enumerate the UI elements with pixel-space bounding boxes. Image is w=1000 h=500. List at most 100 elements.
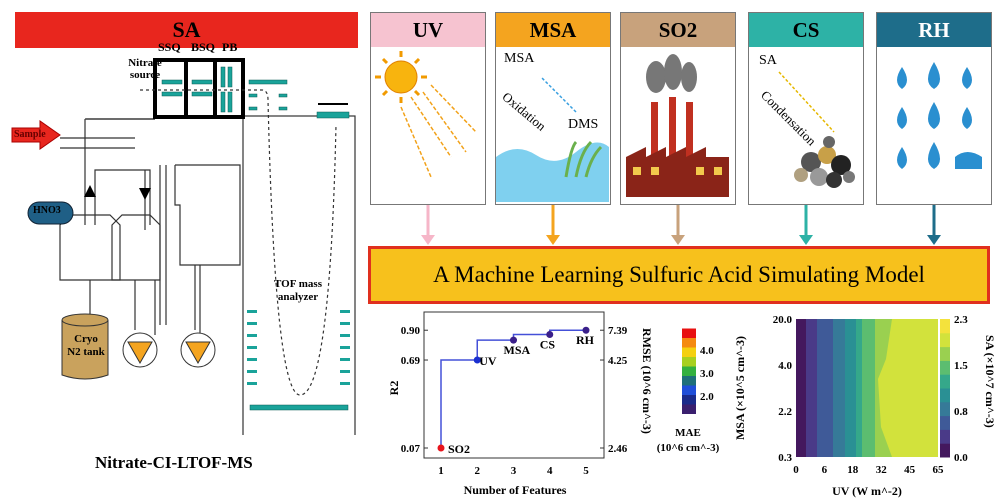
panel-title: SO2	[621, 13, 735, 47]
point-label: MSA	[504, 343, 531, 357]
colorbar-label: SA (×10^7 cm^-3)	[983, 335, 997, 428]
colorbar-segment	[682, 385, 696, 395]
colorbar-segment	[940, 415, 950, 430]
x-axis-label: Number of Features	[464, 483, 567, 497]
x-tick-label: 4	[547, 465, 553, 477]
panel-title: RH	[877, 13, 991, 47]
sample-arrow-icon	[11, 120, 61, 150]
y-tick-label: 4.0	[778, 360, 792, 372]
x-tick-label: 3	[511, 465, 517, 477]
colorbar-segment	[940, 332, 950, 348]
data-point	[510, 336, 517, 344]
bsq-label: BSQ	[191, 40, 216, 54]
y2-tick-label: 4.25	[608, 355, 628, 367]
colorbar-segment	[682, 357, 696, 367]
model-title-box: A Machine Learning Sulfuric Acid Simulat…	[368, 246, 990, 304]
panel-uv: UV	[370, 12, 486, 205]
msa-label: MSA	[504, 51, 535, 66]
y-tick-label: 20.0	[773, 314, 793, 326]
up-arrow-icon	[84, 185, 96, 197]
colorbar-tick-label: 2.0	[700, 391, 714, 403]
point-label: CS	[540, 337, 556, 351]
contour-band	[845, 319, 856, 457]
y-tick-label: 2.2	[778, 406, 792, 418]
y-tick-label: 0.3	[778, 452, 792, 464]
contour-band	[856, 319, 862, 457]
y2-tick-label: 7.39	[608, 325, 628, 337]
colorbar-segment	[682, 366, 696, 376]
colorbar-segment	[940, 429, 950, 444]
panel-rh: RH	[876, 12, 992, 205]
panel-cs: CS SA Condensation	[748, 12, 864, 205]
x-tick-label: 1	[438, 465, 444, 477]
colorbar-segment	[682, 347, 696, 357]
x-tick-label: 32	[876, 464, 888, 476]
colorbar-label: MAE	[675, 427, 701, 439]
panel-title: UV	[371, 13, 485, 47]
colorbar-segment	[682, 338, 696, 348]
tof-label: TOF mass analyzer	[274, 278, 322, 303]
data-point	[582, 326, 590, 334]
colorbar-tick-label: 0.8	[954, 406, 968, 418]
instrument-schematic	[11, 55, 356, 435]
ocean-icon	[496, 76, 609, 205]
sa-header: SA	[15, 12, 358, 48]
contour-band	[796, 319, 806, 457]
hno3-label: HNO3	[33, 205, 61, 216]
x-tick-label: 45	[904, 464, 916, 476]
contour-band	[862, 319, 875, 457]
colorbar-segment	[940, 388, 950, 403]
colorbar-segment	[682, 328, 696, 338]
y-tick-label: 0.90	[401, 325, 421, 337]
x-tick-label: 0	[793, 464, 799, 476]
pb-label: PB	[222, 40, 238, 54]
data-point	[437, 444, 445, 452]
panel-title: MSA	[496, 13, 610, 47]
colorbar-segment	[940, 360, 950, 375]
colorbar-segment	[682, 376, 696, 386]
contour-band	[833, 319, 845, 457]
cryo-tank-label: Cryo N2 tank	[67, 333, 105, 358]
colorbar-tick-label: 1.5	[954, 360, 968, 372]
colorbar-segment	[940, 374, 950, 389]
sa-label: SA	[759, 53, 777, 68]
colorbar-tick-label: 0.0	[954, 452, 968, 464]
colorbar-segment	[940, 319, 950, 334]
contour-chart: 0 6 18 32 45 65 20.0 4.0 2.2 0.3 UV (W m^-2) MSA (×…	[733, 314, 997, 498]
water-drops-icon	[897, 62, 982, 169]
x-axis-label: UV (W m^-2)	[832, 484, 902, 498]
point-label: RH	[576, 333, 595, 347]
y2-axis-label: RMSE (10^6 cm^-3)	[640, 328, 654, 434]
panel-so2: SO2	[620, 12, 736, 205]
x-tick-label: 6	[822, 464, 828, 476]
y2-tick-label: 2.46	[608, 443, 628, 455]
x-tick-label: 65	[933, 464, 945, 476]
colorbar-segment	[940, 443, 950, 458]
ssq-label: SSQ	[158, 40, 181, 54]
point-label: UV	[479, 354, 497, 368]
panel-msa: MSA MSA Oxidation DMS	[495, 12, 611, 205]
down-arrow-icon	[139, 188, 151, 200]
point-label: SO2	[448, 442, 470, 456]
contour-band	[878, 319, 938, 457]
colorbar-segment	[682, 395, 696, 405]
x-tick-label: 18	[847, 464, 859, 476]
connector-arrows	[421, 205, 941, 245]
particles-icon	[778, 71, 855, 188]
data-point	[546, 330, 554, 338]
feature-chart: 0.07 0.69 0.90 7.39 4.25 2.46 1 2 3 4 5 SO2 UV MSA CS R…	[387, 311, 720, 497]
colorbar-segment	[940, 346, 950, 361]
nitrate-source-label: Nitrate source	[128, 57, 162, 81]
data-point	[473, 356, 481, 364]
sun-icon	[375, 51, 477, 178]
y-axis-label: R2	[387, 381, 401, 396]
colorbar-unit: (10^6 cm^-3)	[657, 442, 720, 454]
x-tick-label: 2	[475, 465, 481, 477]
contour-band	[806, 319, 817, 457]
colorbar-segment	[940, 401, 950, 417]
x-tick-label: 5	[583, 465, 589, 477]
contour-band	[817, 319, 833, 457]
colorbar-segment	[682, 404, 696, 414]
sample-label: Sample	[14, 129, 46, 140]
y-tick-label: 0.69	[401, 355, 421, 367]
